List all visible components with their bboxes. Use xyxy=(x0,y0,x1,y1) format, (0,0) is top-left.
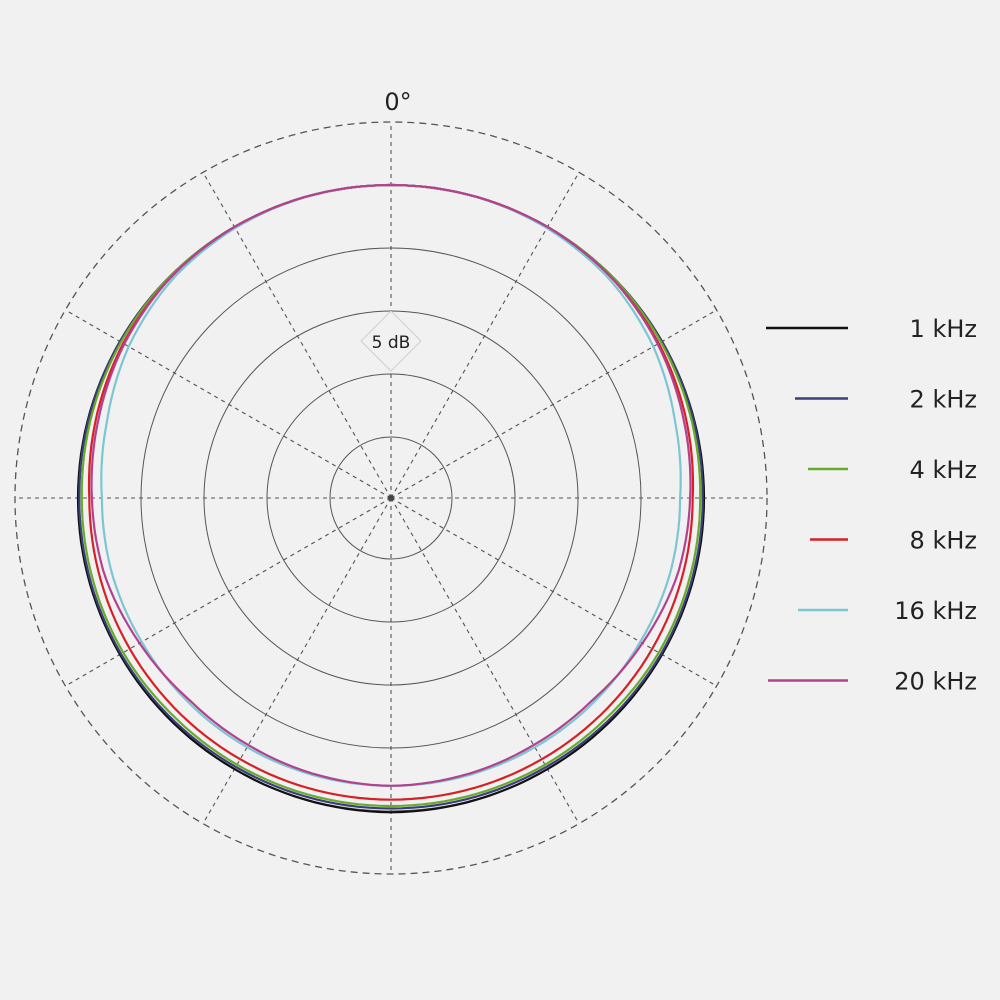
grid-spoke xyxy=(390,309,717,499)
legend: 1 kHz 2 kHz 4 kHz 8 kHz 16 kHz 20 kHz xyxy=(766,315,977,696)
legend-label: 1 kHz xyxy=(910,315,977,343)
grid-spoke xyxy=(202,497,392,824)
polar-grid xyxy=(14,121,768,875)
legend-label: 4 kHz xyxy=(910,456,977,484)
grid-spoke xyxy=(390,172,580,499)
grid-spoke xyxy=(390,497,717,687)
legend-label: 8 kHz xyxy=(910,527,977,555)
ring-label: 5 dB xyxy=(360,310,422,372)
angle-label-0: 0° xyxy=(384,88,411,116)
grid-spoke xyxy=(202,172,392,499)
legend-label: 16 kHz xyxy=(894,597,977,625)
series-line-20-khz xyxy=(90,183,692,787)
grid-ring xyxy=(329,436,453,560)
series-line-16-khz xyxy=(100,183,682,787)
legend-label: 20 kHz xyxy=(894,668,977,696)
ring-label-text: 5 dB xyxy=(372,333,411,353)
series-line-8-khz xyxy=(87,183,695,801)
series-line-4-khz xyxy=(80,183,702,808)
ring-label-diamond xyxy=(360,310,422,372)
grid-spoke xyxy=(65,497,392,687)
polar-curves xyxy=(76,183,706,814)
legend-label: 2 kHz xyxy=(910,386,977,414)
grid-spoke xyxy=(390,497,580,824)
center-dot xyxy=(388,495,394,501)
grid-spoke xyxy=(65,309,392,499)
series-line-2-khz xyxy=(78,183,704,810)
outer-dashed-ring xyxy=(14,121,768,875)
